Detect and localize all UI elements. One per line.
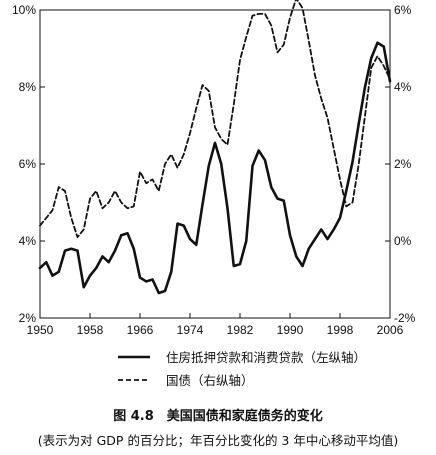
x-tick-label: 1998: [327, 323, 354, 337]
x-tick-label: 1958: [77, 323, 104, 337]
y-left-tick-label: 8%: [19, 80, 37, 94]
y-left-tick-label: 2%: [19, 311, 37, 325]
y-right-tick-label: 6%: [394, 3, 412, 17]
axes: 1950 1958 1966 1974 1982 1990 1998 2006 2% 4% 6% 8%…: [12, 3, 416, 337]
x-tick-label: 2006: [377, 323, 404, 337]
chart: 1950 1958 1966 1974 1982 1990 1998 2006 2% 4% 6% 8%…: [12, 0, 416, 388]
y-left-tick-label: 6%: [19, 157, 37, 171]
y-right-tick-label: 0%: [394, 234, 412, 248]
y-left-tick-label: 4%: [19, 234, 37, 248]
legend-label-household: 住房抵押贷款和消费贷款（左纵轴）: [166, 350, 366, 365]
y-right-tick-label: -2%: [394, 311, 416, 325]
series-layer: [38, 0, 392, 295]
figure-title: 图 4.8 美国国债和家庭债务的变化: [113, 409, 323, 424]
x-tick-label: 1966: [127, 323, 154, 337]
y-right-tick-label: 4%: [394, 80, 412, 94]
y-right-tick-label: 2%: [394, 157, 412, 171]
x-tick-label: 1982: [227, 323, 254, 337]
x-tick-label: 1990: [277, 323, 304, 337]
series-line-household: [38, 41, 392, 295]
x-tick-label: 1950: [27, 323, 54, 337]
series-line-treasury: [39, 0, 391, 239]
figure-subtitle: (表示为对 GDP 的百分比；年百分比变化的 3 年中心移动平均值): [37, 433, 399, 448]
legend-label-treasury: 国债（右纵轴）: [166, 373, 254, 388]
y-left-tick-label: 10%: [12, 3, 36, 17]
x-tick-label: 1974: [177, 323, 204, 337]
legend: 住房抵押贷款和消费贷款（左纵轴） 国债（右纵轴）: [118, 350, 366, 388]
